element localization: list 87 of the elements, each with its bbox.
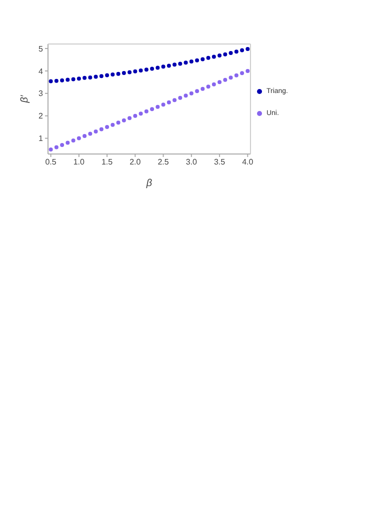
point xyxy=(156,66,160,70)
point xyxy=(128,70,132,74)
point xyxy=(223,52,228,56)
x-tick-label: 4.0 xyxy=(242,158,254,167)
point xyxy=(150,107,154,112)
point xyxy=(82,76,87,80)
point xyxy=(189,60,194,64)
point xyxy=(60,78,64,82)
point xyxy=(48,79,53,84)
point xyxy=(218,80,222,84)
point xyxy=(195,58,200,62)
point xyxy=(110,122,115,127)
point xyxy=(82,134,87,138)
point xyxy=(206,84,210,89)
point xyxy=(240,71,244,76)
point xyxy=(166,64,171,68)
point xyxy=(212,82,216,86)
point xyxy=(71,138,76,143)
point xyxy=(128,116,132,120)
point xyxy=(161,64,166,69)
point xyxy=(200,86,205,91)
point xyxy=(150,66,154,71)
point xyxy=(99,74,104,78)
point xyxy=(138,112,143,116)
y-axis-title: β′ xyxy=(20,94,31,104)
point xyxy=(105,125,110,130)
point xyxy=(138,68,143,72)
point xyxy=(144,109,148,114)
x-tick-label: 3.5 xyxy=(214,158,226,167)
point xyxy=(48,148,53,152)
y-tick-label: 1 xyxy=(38,134,44,144)
point xyxy=(116,72,120,76)
point xyxy=(156,104,160,109)
x-tick-label: 2.5 xyxy=(158,158,170,167)
point xyxy=(228,76,233,80)
point xyxy=(122,118,126,122)
point xyxy=(110,72,115,77)
y-tick-label: 2 xyxy=(38,112,44,121)
point xyxy=(133,69,138,74)
point xyxy=(60,143,64,148)
x-tick-label: 2.0 xyxy=(130,158,142,167)
point xyxy=(122,70,126,75)
x-tick-label: 3.0 xyxy=(186,158,198,167)
point xyxy=(218,53,222,58)
point xyxy=(161,102,166,107)
point xyxy=(116,120,120,125)
point xyxy=(178,62,182,66)
x-tick-label: 1.5 xyxy=(101,158,114,167)
point xyxy=(172,62,177,67)
point xyxy=(228,50,233,55)
point xyxy=(206,56,210,60)
point xyxy=(94,130,98,134)
point xyxy=(200,57,205,62)
point xyxy=(234,50,238,54)
point xyxy=(223,78,228,82)
point xyxy=(246,46,250,51)
point xyxy=(133,114,138,118)
point xyxy=(234,73,238,78)
point xyxy=(212,54,216,59)
y-tick-label: 4 xyxy=(38,66,44,76)
point xyxy=(184,60,188,65)
point xyxy=(178,96,182,100)
point xyxy=(76,136,81,140)
point xyxy=(88,132,92,136)
point xyxy=(189,91,194,96)
x-tick-label: 1.0 xyxy=(73,158,86,167)
x-axis-title: β xyxy=(145,178,152,189)
point xyxy=(99,127,104,132)
point xyxy=(105,73,110,78)
point xyxy=(195,89,200,94)
point xyxy=(71,77,76,82)
point xyxy=(66,140,70,145)
point xyxy=(88,75,92,80)
point xyxy=(76,76,81,81)
point xyxy=(184,94,188,98)
point xyxy=(144,68,148,72)
point xyxy=(66,78,70,82)
point xyxy=(240,48,244,52)
point xyxy=(94,74,98,79)
point xyxy=(54,145,58,150)
point xyxy=(246,68,250,73)
x-tick-label: 0.5 xyxy=(45,158,57,167)
point xyxy=(166,100,171,104)
point xyxy=(54,78,58,83)
y-tick-label: 5 xyxy=(38,44,44,54)
y-tick-label: 3 xyxy=(38,89,44,98)
point xyxy=(172,98,177,102)
